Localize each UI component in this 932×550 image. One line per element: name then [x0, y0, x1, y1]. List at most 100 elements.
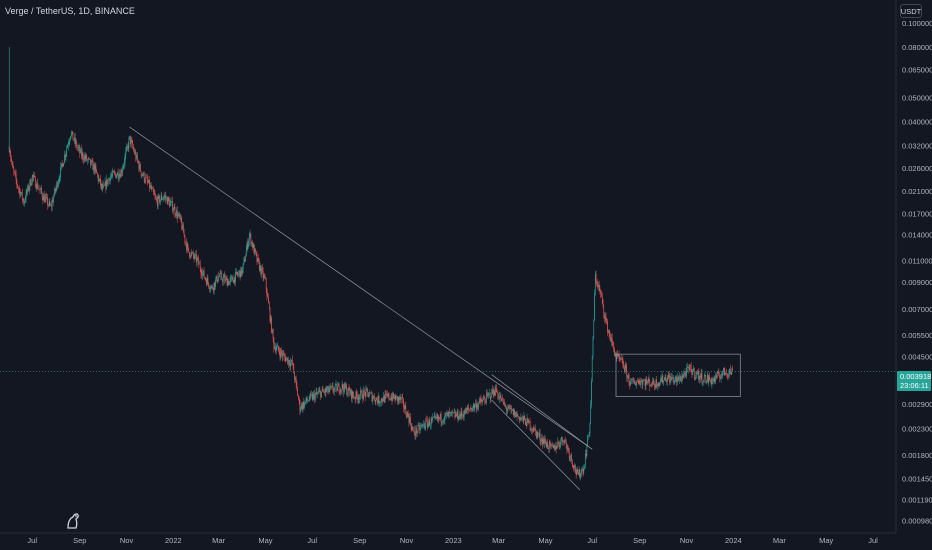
candle — [416, 424, 417, 438]
candle — [518, 416, 520, 424]
candle — [61, 159, 63, 169]
candle — [686, 364, 687, 379]
candle — [650, 384, 651, 387]
candle — [358, 394, 360, 404]
symbol-title[interactable]: Verge / TetherUS, 1D, BINANCE — [5, 6, 135, 16]
candle — [47, 193, 48, 210]
candle — [612, 340, 614, 349]
candle — [667, 371, 669, 380]
candle — [24, 195, 26, 204]
candle — [664, 374, 666, 382]
candle — [310, 391, 312, 400]
candle — [21, 191, 22, 196]
candle — [78, 143, 80, 153]
candle — [165, 191, 167, 204]
candle — [130, 135, 131, 148]
time-axis[interactable]: Jul Sep Nov 2022 Mar May Jul Sep Nov 2023 Mar May Ju… — [27, 536, 878, 545]
candle — [98, 175, 100, 182]
candle — [314, 389, 315, 404]
candle — [571, 459, 573, 468]
candle — [459, 410, 460, 420]
candle — [259, 262, 261, 272]
time-tick-label: 2024 — [725, 536, 742, 545]
candle — [140, 162, 141, 172]
trendline[interactable] — [491, 399, 581, 491]
candle — [723, 367, 725, 376]
candle — [279, 348, 281, 362]
candle — [135, 149, 137, 162]
candle — [232, 280, 234, 283]
candle — [534, 427, 536, 431]
candle — [189, 255, 191, 259]
currency-button[interactable]: USDT — [900, 4, 922, 18]
trendline[interactable] — [129, 126, 593, 450]
candle — [311, 392, 313, 401]
candle — [582, 467, 584, 477]
candle — [131, 136, 133, 144]
candle — [603, 304, 605, 319]
candle — [136, 151, 138, 164]
candle — [702, 381, 704, 387]
price-axis[interactable]: 0.100000 0.080000 0.065000 0.050000 0.040000… — [902, 19, 932, 525]
price-tick-label: 0.009000 — [902, 278, 932, 287]
candle — [108, 177, 110, 180]
candle — [167, 197, 169, 206]
candle — [119, 169, 121, 182]
candle — [176, 206, 178, 223]
time-tick-label: 2023 — [445, 536, 462, 545]
candle — [37, 178, 38, 191]
trendline[interactable] — [491, 374, 593, 450]
range-rectangle[interactable] — [615, 353, 741, 397]
candle — [689, 364, 690, 372]
candle — [440, 411, 442, 427]
candle — [614, 347, 615, 357]
candle — [540, 438, 542, 447]
candle — [350, 388, 351, 396]
candle — [11, 155, 12, 166]
candle — [143, 171, 144, 178]
plot-area[interactable] — [8, 47, 733, 481]
candle — [114, 170, 116, 177]
candle — [706, 379, 707, 385]
candle — [262, 263, 263, 274]
candle — [630, 378, 632, 385]
candle — [295, 375, 297, 388]
bar-countdown: 23:06:11 — [900, 381, 929, 390]
candle — [421, 424, 423, 427]
candle — [265, 277, 267, 294]
time-tick-label: Jul — [307, 536, 317, 545]
candle — [605, 312, 607, 325]
candle — [73, 139, 74, 142]
candle — [711, 377, 713, 389]
candle — [374, 393, 375, 401]
candle — [466, 407, 467, 414]
candle — [505, 403, 506, 409]
candle — [261, 264, 262, 279]
time-tick-label: Nov — [680, 536, 694, 545]
candle — [539, 429, 541, 445]
candle — [555, 442, 556, 451]
time-tick-label: Mar — [212, 536, 225, 545]
candle — [353, 391, 354, 400]
candle — [464, 408, 466, 415]
candle — [275, 343, 276, 354]
candle — [554, 444, 555, 452]
candle — [614, 351, 616, 357]
candle — [390, 393, 392, 401]
candle — [324, 387, 326, 398]
candle — [393, 392, 394, 400]
candle — [99, 178, 101, 183]
candle — [726, 373, 728, 380]
candle — [163, 193, 165, 201]
candle — [686, 362, 688, 373]
candle — [709, 372, 710, 381]
candle — [292, 363, 294, 370]
candle — [618, 350, 620, 362]
candle — [274, 342, 275, 350]
candle — [29, 179, 31, 192]
tradingview-logo-icon[interactable] — [64, 511, 84, 531]
candle — [536, 429, 538, 440]
candle — [290, 357, 292, 372]
candle — [393, 394, 395, 400]
